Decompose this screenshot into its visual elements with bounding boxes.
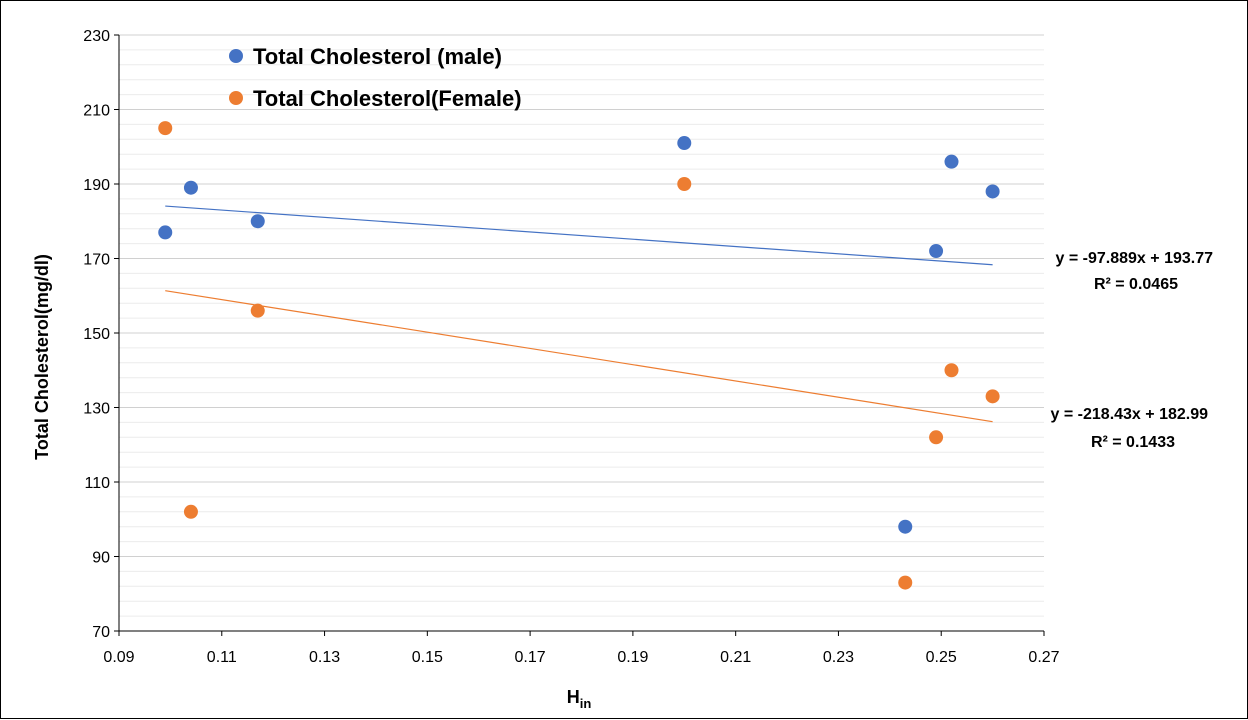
trendline-equation-female: y = -218.43x + 182.99 <box>1051 406 1209 423</box>
y-tick-label: 210 <box>83 103 110 120</box>
trendline-r-squared-female: R² = 0.1433 <box>1091 434 1175 451</box>
y-tick-label: 150 <box>83 326 110 343</box>
x-axis-title-main: H <box>567 687 580 707</box>
trendline-layer <box>165 205 993 423</box>
legend: Total Cholesterol (male) Total Cholester… <box>229 44 522 111</box>
y-tick-label: 110 <box>84 475 110 492</box>
x-tick-label: 0.11 <box>207 649 237 666</box>
legend-label-male: Total Cholesterol (male) <box>253 44 502 69</box>
y-tick-label: 130 <box>83 401 110 418</box>
x-tick-label: 0.09 <box>103 649 134 666</box>
y-tick-label: 190 <box>83 177 110 194</box>
data-point-female <box>158 121 173 136</box>
x-tick-label: 0.17 <box>515 649 546 666</box>
y-tick-label: 230 <box>83 28 110 45</box>
grid-layer <box>119 34 1044 617</box>
x-tick-label: 0.19 <box>617 649 648 666</box>
legend-marker-male <box>229 49 243 63</box>
axis-layer <box>114 34 1045 636</box>
trendline-label-female: y = -218.43x + 182.99 R² = 0.1433 <box>1051 406 1209 451</box>
trendline-male <box>165 205 993 266</box>
label-layer: 70 90 110 130 150 170 190 210 230 0.09 0.11 0.13 0.1… <box>83 28 1059 666</box>
legend-label-female: Total Cholesterol(Female) <box>253 86 522 111</box>
data-point-male <box>183 180 198 195</box>
trendline-r-squared-male: R² = 0.0465 <box>1094 276 1178 293</box>
data-point-female <box>677 177 692 191</box>
x-axis-title: Hin <box>567 687 592 711</box>
data-point-female <box>250 303 265 318</box>
trendline-equation-male: y = -97.889x + 193.77 <box>1056 250 1214 267</box>
x-tick-label: 0.23 <box>823 649 854 666</box>
data-point-male <box>158 225 173 240</box>
legend-marker-female <box>229 91 243 105</box>
data-point-female <box>898 575 913 590</box>
data-point-female <box>944 363 959 378</box>
x-tick-label: 0.21 <box>720 649 751 666</box>
data-point-female <box>985 389 1000 404</box>
data-point-female <box>929 430 944 445</box>
y-tick-label: 170 <box>83 252 110 269</box>
trendline-female <box>165 290 993 423</box>
data-point-male <box>250 214 265 229</box>
x-tick-label: 0.13 <box>309 649 340 666</box>
data-point-male <box>898 519 913 534</box>
data-point-female <box>183 504 198 519</box>
y-tick-label: 90 <box>92 550 110 567</box>
trendline-label-male: y = -97.889x + 193.77 R² = 0.0465 <box>1056 250 1214 293</box>
data-point-male <box>677 136 692 151</box>
data-point-layer <box>158 121 1000 590</box>
x-tick-label: 0.15 <box>412 649 443 666</box>
y-axis-title: Total Cholesterol(mg/dl) <box>32 254 52 460</box>
data-point-male <box>929 244 944 259</box>
x-tick-label: 0.27 <box>1028 649 1059 666</box>
data-point-male <box>944 154 959 169</box>
y-tick-label: 70 <box>92 624 110 641</box>
data-point-male <box>985 184 1000 199</box>
x-tick-label: 0.25 <box>926 649 957 666</box>
x-axis-title-subscript: in <box>580 696 592 711</box>
